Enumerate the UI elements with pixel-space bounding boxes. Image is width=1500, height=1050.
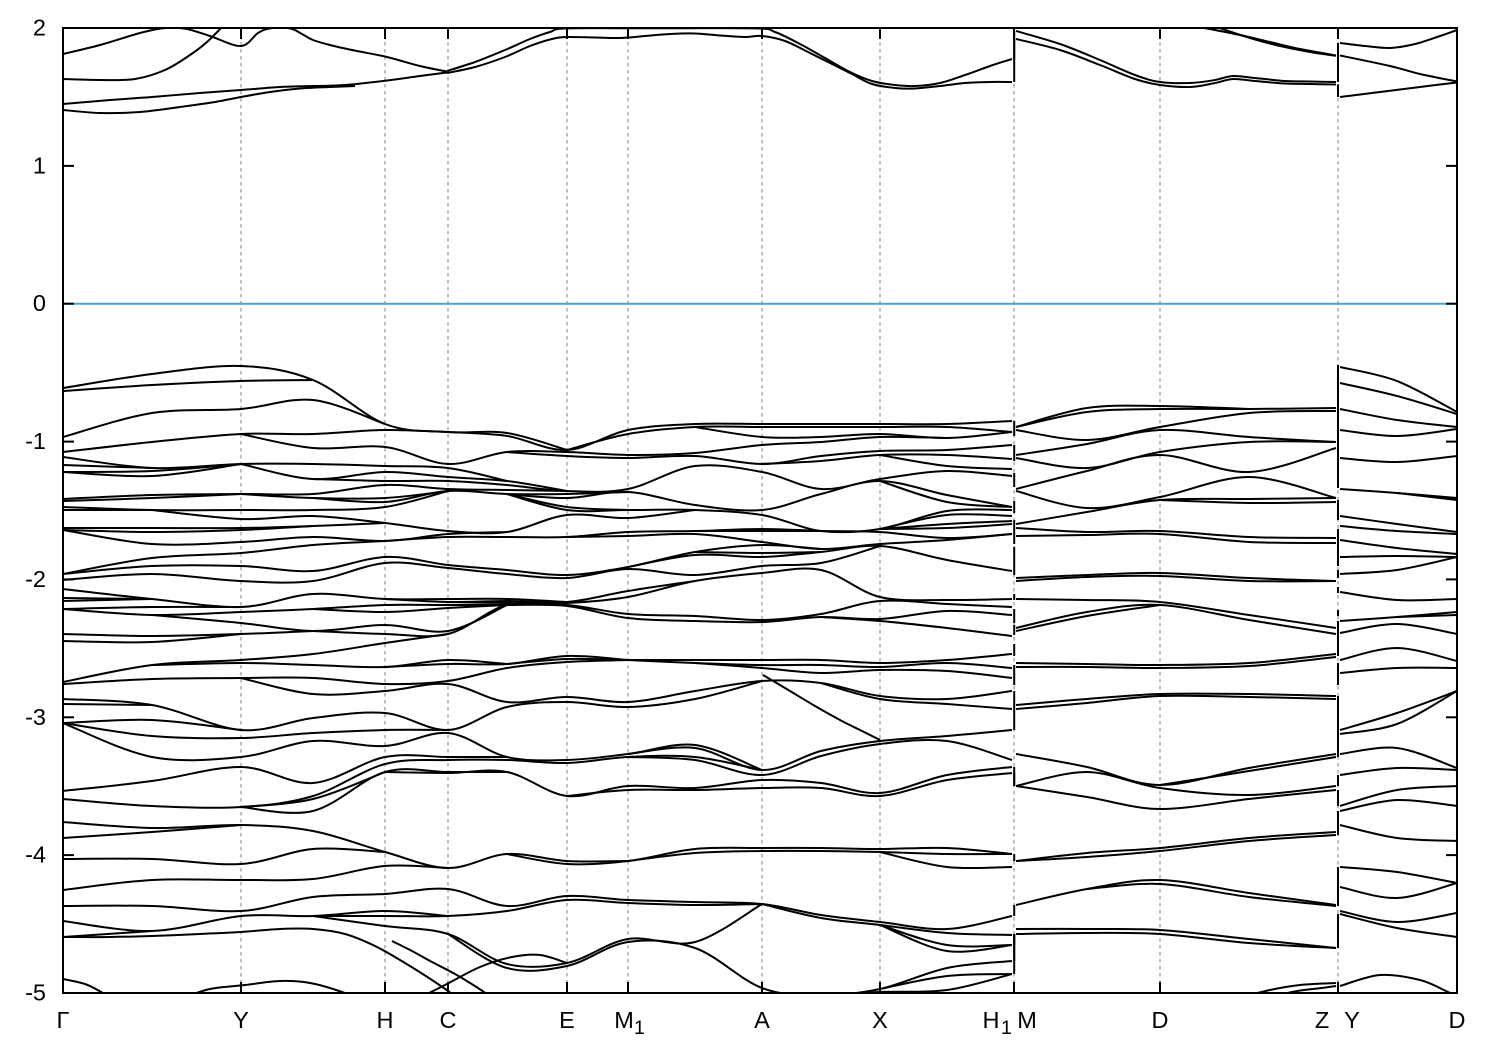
svg-text:C: C [440,1007,457,1033]
svg-text:-2: -2 [25,566,46,592]
svg-text:D: D [1449,1007,1466,1033]
svg-text:Z: Z [1315,1007,1329,1033]
svg-text:-4: -4 [25,842,46,868]
svg-text:E: E [559,1007,575,1033]
svg-text:-1: -1 [25,428,46,454]
svg-text:Y: Y [233,1007,249,1033]
svg-text:1: 1 [33,152,46,178]
svg-text:A: A [754,1007,770,1033]
svg-text:-5: -5 [25,980,46,1006]
svg-text:H: H [983,1007,1000,1033]
svg-text:2: 2 [33,15,46,41]
svg-text:M: M [1017,1007,1037,1033]
svg-text:X: X [872,1007,888,1033]
svg-text:-3: -3 [25,704,46,730]
svg-text:H: H [377,1007,394,1033]
svg-text:1: 1 [1001,1017,1012,1039]
svg-text:D: D [1152,1007,1169,1033]
svg-text:Y: Y [1344,1007,1360,1033]
svg-text:1: 1 [634,1017,645,1039]
svg-text:Γ: Γ [57,1007,70,1033]
svg-text:M: M [614,1007,634,1033]
svg-text:0: 0 [33,290,46,316]
